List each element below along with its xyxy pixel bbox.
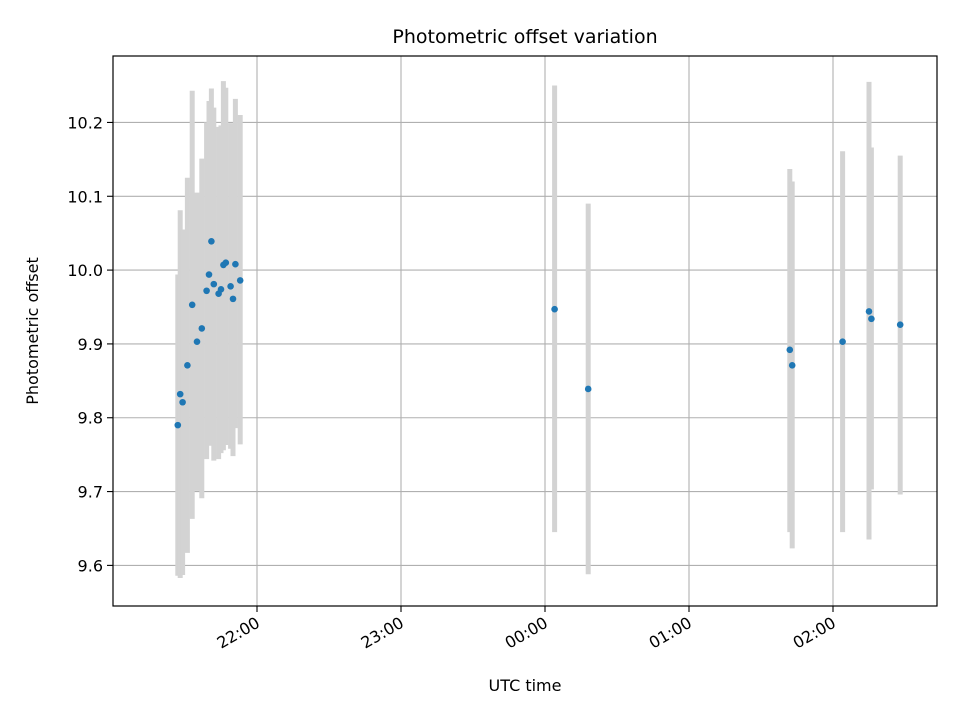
x-axis-label: UTC time [489,676,562,695]
y-axis-label: Photometric offset [23,257,42,405]
chart-title: Photometric offset variation [392,26,657,48]
data-point [203,287,210,295]
y-tick-label: 10.2 [67,113,103,132]
data-point [198,325,206,332]
y-tick-label: 10.0 [67,261,103,280]
data-point [227,283,234,290]
y-tick-label: 9.8 [78,409,103,428]
data-point [584,385,592,393]
data-point [236,277,244,284]
y-axis-ticks: 9.6 9.7 9.8 9.9 10.0 10.1 10.2 [67,113,113,575]
data-point [210,280,218,288]
data-point [179,398,186,406]
data-point [865,308,873,315]
y-tick-label: 9.6 [78,556,103,575]
data-point [193,338,201,346]
data-point [839,338,846,346]
data-point [229,295,237,303]
data-point [217,285,225,293]
data-point [208,238,215,245]
y-tick-label: 9.9 [78,335,103,354]
y-tick-label: 9.7 [78,483,103,502]
data-point [868,315,875,323]
grid-lines [113,56,937,606]
data-point [232,260,239,268]
data-point [176,390,184,398]
data-point [174,421,182,429]
data-point [184,362,191,369]
data-point [551,305,558,313]
plot-frame [112,55,938,607]
y-tick-label: 10.1 [67,187,103,206]
data-points [174,238,904,429]
data-point [788,362,796,369]
data-point [786,346,794,354]
data-point [896,321,904,329]
data-point [222,259,230,267]
data-point [205,271,213,278]
data-point [188,301,196,309]
